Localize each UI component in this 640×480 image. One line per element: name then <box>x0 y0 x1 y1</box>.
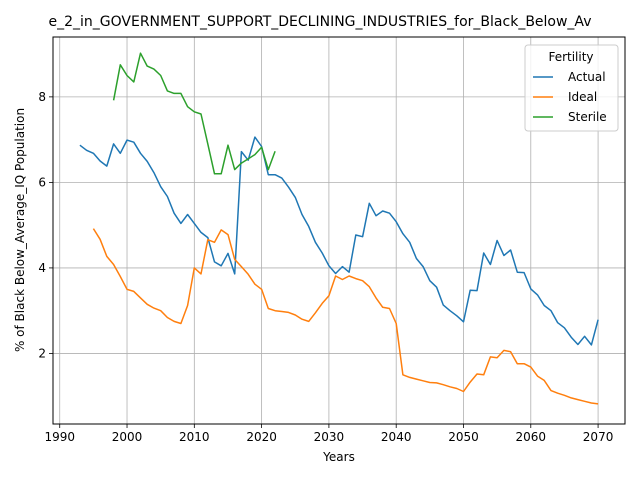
legend: Fertility Actual Ideal Sterile <box>524 44 619 132</box>
y-tick-label: 6 <box>38 175 46 189</box>
y-tick-label: 8 <box>38 90 46 104</box>
x-tick-label: 2000 <box>112 430 143 444</box>
y-tick-label: 2 <box>38 346 46 360</box>
legend-box <box>524 44 619 132</box>
x-tick-label: 2070 <box>583 430 614 444</box>
x-tick-label: 1990 <box>44 430 75 444</box>
x-tick-label: 2040 <box>381 430 412 444</box>
x-tick-label: 2060 <box>516 430 547 444</box>
legend-label-ideal: Ideal <box>568 90 597 104</box>
axis-ticks: 1990 2000 2010 2020 2030 2040 2050 2060 2070 2 4 6 8 <box>38 90 613 444</box>
series-line-actual <box>79 136 599 346</box>
series-lines <box>79 52 599 405</box>
x-tick-label: 2050 <box>448 430 479 444</box>
legend-title: Fertility <box>548 50 593 64</box>
legend-entries: Actual Ideal Sterile <box>533 70 607 124</box>
x-tick-label: 2010 <box>179 430 210 444</box>
plot-frame <box>52 36 626 425</box>
y-tick-label: 4 <box>38 261 46 275</box>
legend-label-sterile: Sterile <box>568 110 607 124</box>
x-axis-label: Years <box>322 450 355 464</box>
x-tick-label: 2020 <box>246 430 277 444</box>
chart-title: e_2_in_GOVERNMENT_SUPPORT_DECLINING_INDU… <box>49 14 592 30</box>
x-tick-label: 2030 <box>314 430 345 444</box>
series-line-sterile <box>112 52 276 175</box>
y-axis-label: % of Black Below_Average_IQ Population <box>13 108 27 352</box>
series-line-ideal <box>92 228 599 405</box>
legend-label-actual: Actual <box>568 70 606 84</box>
